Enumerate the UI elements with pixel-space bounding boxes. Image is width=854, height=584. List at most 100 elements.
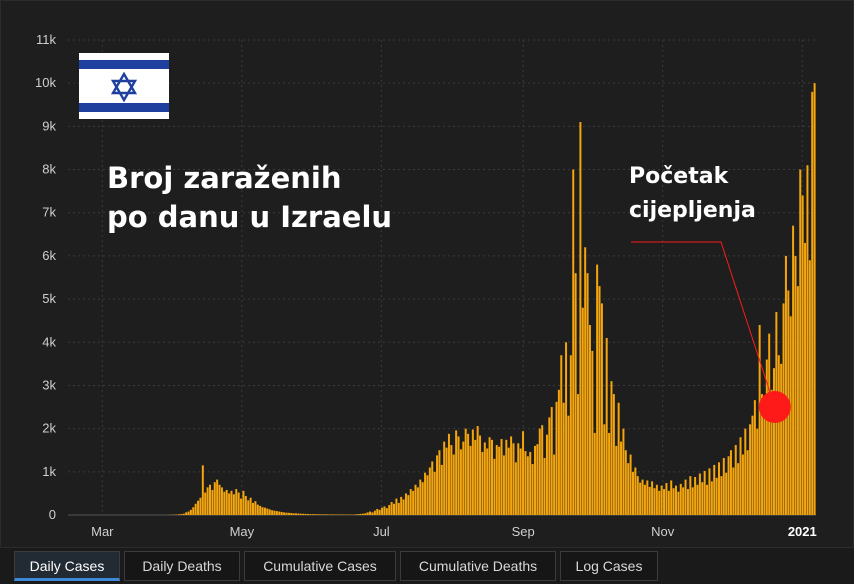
bar (588, 325, 591, 515)
bar (220, 487, 223, 515)
bar (476, 426, 479, 515)
bar (605, 337, 608, 515)
bar (543, 458, 546, 515)
y-tick-label: 1k (42, 464, 56, 479)
bar (569, 355, 572, 515)
bar (804, 242, 807, 515)
bar (672, 488, 675, 515)
bar (682, 487, 685, 515)
bar (789, 316, 792, 515)
bar (366, 512, 369, 515)
bar (295, 513, 298, 515)
bar (225, 489, 228, 515)
bar (326, 514, 329, 515)
annotation-marker (758, 391, 791, 423)
bar (338, 514, 341, 515)
tab-daily-cases[interactable]: Daily Cases (14, 551, 120, 581)
bar (572, 169, 575, 516)
bar (744, 428, 747, 515)
bar (433, 471, 436, 515)
bar (459, 449, 462, 515)
bar (696, 484, 699, 515)
bar (359, 513, 362, 515)
overlay-title-line-1: Broj zaraženih (107, 161, 342, 195)
tab-log-cases[interactable]: Log Cases (560, 551, 658, 581)
israel-flag-icon (79, 53, 169, 119)
y-tick-label: 10k (35, 75, 56, 90)
bar (333, 514, 336, 515)
bar (407, 495, 410, 515)
bar (493, 458, 496, 515)
bar (577, 394, 580, 515)
bar (297, 513, 300, 515)
bar (244, 496, 247, 515)
bar (316, 514, 319, 515)
bar (302, 513, 305, 515)
bar (416, 487, 419, 515)
bar (808, 260, 811, 515)
bar (218, 484, 221, 515)
bar (204, 492, 207, 515)
bar (268, 509, 271, 515)
bar (691, 487, 694, 515)
bar (486, 448, 489, 515)
bar (739, 437, 742, 515)
bar (811, 91, 814, 515)
bar (373, 510, 376, 515)
y-tick-label: 4k (42, 334, 56, 349)
bar (675, 485, 677, 515)
bar (732, 467, 735, 515)
daily-cases-chart: 0 1k 2k 3k 4k 5k 6k 7k 8k 9k 10k 11k Mar May Jul Sep No… (35, 32, 817, 539)
tab-daily-deaths[interactable]: Daily Deaths (124, 551, 240, 581)
bar (612, 394, 615, 515)
bar (660, 485, 663, 515)
bar (708, 468, 711, 515)
bar (536, 444, 539, 515)
bar (189, 509, 192, 515)
bar (318, 514, 321, 515)
bar (254, 501, 257, 515)
bar (610, 381, 613, 515)
bar (502, 455, 505, 515)
bar (469, 445, 472, 515)
bar (464, 428, 467, 515)
bar (596, 264, 599, 515)
bar (400, 496, 403, 515)
bar (340, 514, 343, 515)
bar (192, 507, 195, 515)
bar (235, 489, 238, 515)
bar (211, 489, 214, 515)
bar (426, 475, 429, 515)
bar (749, 424, 752, 515)
bar (197, 500, 200, 515)
bar (541, 425, 544, 515)
bar (311, 514, 314, 515)
bar (658, 490, 661, 515)
bar (283, 512, 286, 515)
bar (328, 514, 331, 515)
bar (414, 484, 417, 515)
y-tick-label: 5k (42, 291, 56, 306)
bar (534, 445, 536, 515)
bar (545, 434, 548, 515)
bar (237, 492, 240, 515)
tab-cumulative-deaths[interactable]: Cumulative Deaths (400, 551, 556, 581)
x-tick-label: Nov (651, 524, 675, 539)
bar (770, 389, 773, 515)
annotation-leader-line (631, 241, 776, 408)
bar (684, 479, 687, 515)
bar (813, 83, 816, 516)
bar (230, 490, 233, 515)
bar (636, 476, 639, 515)
bar (655, 484, 658, 515)
bar (801, 195, 804, 515)
bar (751, 415, 754, 515)
bar (727, 456, 730, 515)
bar (462, 441, 465, 515)
bar (292, 513, 295, 515)
bar (765, 359, 768, 515)
x-tick-label: Mar (91, 524, 114, 539)
bar (710, 481, 713, 515)
tab-cumulative-cases[interactable]: Cumulative Cases (244, 551, 396, 581)
bar (364, 513, 367, 515)
